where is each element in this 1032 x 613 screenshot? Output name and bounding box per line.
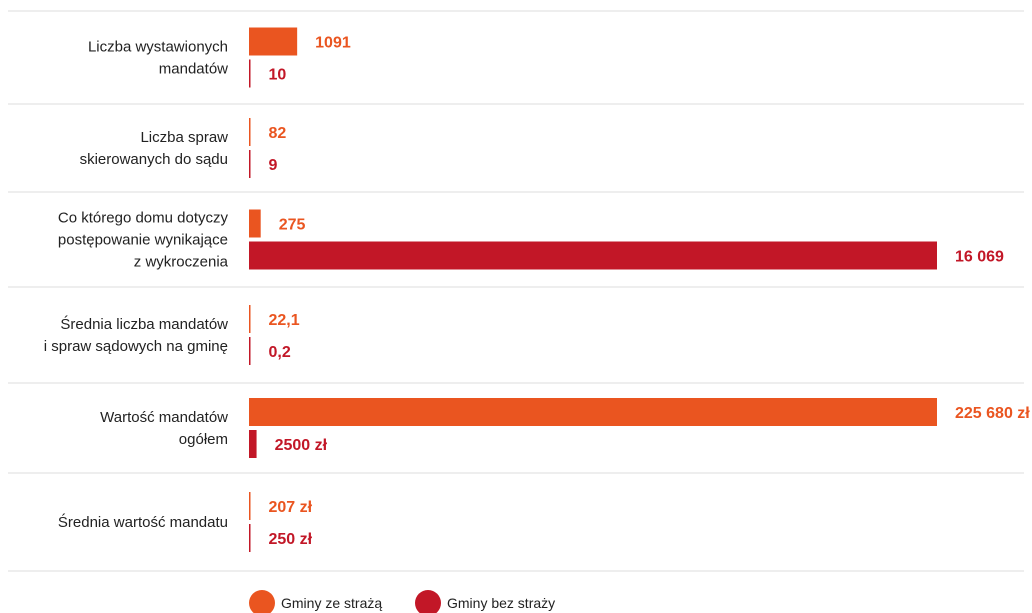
bar-with-guard (249, 492, 251, 520)
category-label: Średnia liczba mandatów i spraw sądowych … (44, 315, 228, 355)
legend-swatch-with-guard (249, 590, 275, 613)
bar-with-guard (249, 27, 298, 56)
value-label-with-guard: 207 zł (269, 499, 313, 516)
value-label-with-guard: 225 680 zł (955, 405, 1030, 422)
legend-swatch-without-guard (415, 590, 441, 613)
value-label-with-guard: 1091 (315, 35, 351, 52)
category-label: Średnia wartość mandatu (58, 513, 228, 531)
legend-label: Gminy bez straży (447, 595, 555, 611)
bar-with-guard (249, 305, 251, 333)
bar-with-guard (249, 118, 251, 146)
bar-without-guard (249, 241, 937, 270)
bar-without-guard (249, 59, 251, 88)
legend-label: Gminy ze strażą (281, 595, 382, 611)
bar-without-guard (249, 337, 251, 365)
value-label-without-guard: 9 (269, 157, 278, 174)
bar-with-guard (249, 398, 937, 426)
category-label: Liczba wystawionych mandatów (88, 39, 228, 78)
value-label-with-guard: 82 (269, 125, 287, 142)
value-label-without-guard: 10 (269, 67, 287, 84)
bar-without-guard (249, 430, 257, 458)
value-label-with-guard: 22,1 (269, 312, 300, 329)
bar-without-guard (249, 150, 251, 178)
bar-with-guard (249, 209, 261, 238)
category-label: Liczba spraw skierowanych do sądu (80, 129, 229, 168)
value-label-without-guard: 2500 zł (275, 437, 328, 454)
value-label-without-guard: 0,2 (269, 344, 291, 361)
value-label-without-guard: 250 zł (269, 531, 313, 548)
value-label-without-guard: 16 069 (955, 249, 1004, 266)
category-label: Co którego domu dotyczy postępowanie wyni… (58, 210, 229, 271)
category-label: Wartość mandatów ogółem (100, 409, 228, 448)
value-label-with-guard: 275 (279, 217, 306, 234)
bar-without-guard (249, 524, 251, 552)
